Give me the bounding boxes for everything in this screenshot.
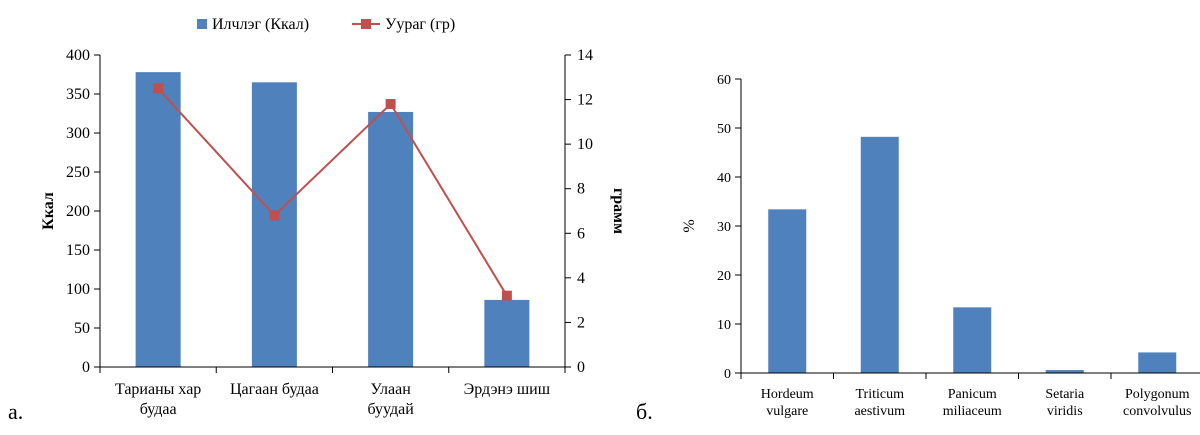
percent-bar-4 bbox=[1045, 370, 1084, 373]
protein-line bbox=[157, 87, 508, 297]
left-tick-label: 250 bbox=[66, 164, 90, 181]
legend-bar-label: Илчлэг (Ккал) bbox=[212, 16, 309, 33]
y-tick-label: 0 bbox=[724, 367, 731, 382]
right-tick-label: 4 bbox=[577, 270, 585, 287]
y-tick-label: 50 bbox=[717, 122, 731, 137]
chart-b-bars bbox=[768, 136, 1177, 373]
right-tick-label: 6 bbox=[577, 225, 585, 242]
panel-label-a: а. bbox=[8, 399, 24, 424]
right-tick-label: 14 bbox=[577, 47, 593, 64]
protein-marker-2 bbox=[269, 210, 280, 221]
left-tick-label: 150 bbox=[66, 242, 90, 259]
percent-bar-1 bbox=[768, 209, 807, 373]
percent-bar-3 bbox=[953, 307, 992, 373]
calorie-bar-1 bbox=[135, 72, 181, 367]
panel-label-b: б. bbox=[636, 399, 653, 424]
category-label-2: Triticum aestivum bbox=[854, 387, 905, 419]
left-tick-label: 350 bbox=[66, 86, 90, 103]
percent-bar-2 bbox=[860, 136, 899, 373]
protein-marker-1 bbox=[153, 83, 164, 94]
chart-b-category-labels: Hordeum vulgare Triticum aestivum Panicum mil… bbox=[761, 387, 1192, 419]
category-label-1: Hordeum vulgare bbox=[761, 387, 814, 419]
category-label-3: Panicum miliaceum bbox=[943, 387, 1002, 419]
chart-a-category-labels: Тарианы хар будаа Цагаан будаа Улаан буудай Э… bbox=[115, 381, 551, 418]
y-tick-label: 30 bbox=[717, 220, 731, 235]
y-tick-label: 10 bbox=[717, 318, 731, 333]
category-label-2: Цагаан будаа bbox=[230, 381, 319, 398]
chart-a-y2-axis-title: грамм bbox=[610, 188, 627, 234]
protein-marker-4 bbox=[501, 290, 512, 301]
calorie-bar-3 bbox=[368, 111, 414, 367]
category-label-5: Polygonum convolvulus bbox=[1123, 387, 1191, 419]
right-tick-label: 12 bbox=[577, 92, 593, 109]
chart-b-ticks: 0 10 20 30 40 50 60 bbox=[717, 73, 741, 382]
left-tick-label: 50 bbox=[74, 320, 90, 337]
category-label-4: Setaria viridis bbox=[1045, 387, 1085, 419]
calorie-bar-2 bbox=[251, 82, 297, 368]
percent-bar-5 bbox=[1138, 352, 1177, 373]
right-tick-label: 8 bbox=[577, 181, 585, 198]
category-label-4: Эрдэнэ шиш bbox=[464, 381, 551, 398]
left-tick-label: 200 bbox=[66, 203, 90, 220]
chart-a-ticks: 0 50 100 150 200 250 300 350 400 0 2 4 6 8 10 12 14 bbox=[66, 47, 593, 376]
y-tick-label: 60 bbox=[717, 73, 731, 88]
chart-a-protein-line bbox=[153, 83, 512, 301]
y-tick-label: 40 bbox=[717, 171, 731, 186]
chart-a-legend: Илчлэг (Ккал) Уураг (гр) bbox=[197, 16, 455, 33]
category-label-1: Тарианы хар будаа bbox=[115, 381, 201, 418]
chart-a-bars bbox=[135, 72, 530, 368]
left-tick-label: 400 bbox=[66, 47, 90, 64]
category-label-3: Улаан буудай bbox=[367, 381, 414, 418]
protein-marker-3 bbox=[385, 99, 396, 110]
right-tick-label: 0 bbox=[577, 359, 585, 376]
left-tick-label: 0 bbox=[82, 359, 90, 376]
y-tick-label: 20 bbox=[717, 269, 731, 284]
calorie-bar-4 bbox=[484, 299, 530, 367]
chart-b-y-axis-title: % bbox=[681, 219, 698, 232]
legend-bar-swatch bbox=[197, 19, 207, 29]
right-tick-label: 2 bbox=[577, 314, 585, 331]
left-tick-label: 100 bbox=[66, 281, 90, 298]
right-tick-label: 10 bbox=[577, 136, 593, 153]
left-tick-label: 300 bbox=[66, 125, 90, 142]
legend-line-label: Уураг (гр) bbox=[385, 16, 455, 33]
legend-line-marker bbox=[361, 19, 371, 29]
chart-a-y-axis-title: Ккал bbox=[40, 192, 57, 230]
